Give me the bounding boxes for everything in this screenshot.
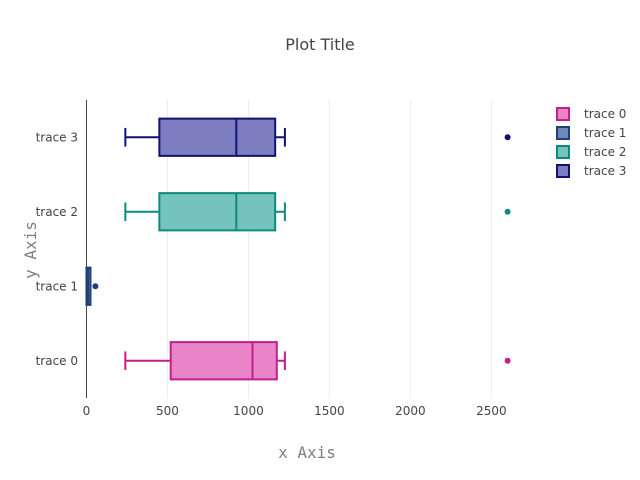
x-tick-label: 500 [156,404,179,418]
box-iqr [158,192,277,232]
x-tick-labels: 0 500 1000 1500 2000 2500 [83,404,507,418]
x-tick-label: 1000 [233,404,264,418]
outlier-point [92,283,99,290]
x-tick-label: 2500 [476,404,507,418]
box-trace-2 [124,192,511,232]
legend-label: trace 3 [584,164,626,178]
legend[interactable]: trace 0 trace 1 trace 2 trace 3 [556,107,626,178]
legend-swatch [556,107,570,121]
box-trace-3 [124,117,511,157]
legend-swatch [556,164,570,178]
x-axis-title: x Axis [278,443,336,462]
legend-item-trace-0[interactable]: trace 0 [556,107,626,121]
legend-item-trace-2[interactable]: trace 2 [556,145,626,159]
legend-label: trace 0 [584,107,626,121]
box-series-group [85,117,511,381]
y-axis-title: y Axis [21,221,40,279]
x-tick-label: 1500 [314,404,345,418]
y-tick-labels: trace 0 trace 1 trace 2 trace 3 [36,130,78,368]
legend-item-trace-3[interactable]: trace 3 [556,164,626,178]
x-tick-label: 2000 [395,404,426,418]
box-trace-1 [85,266,99,306]
legend-swatch [556,126,570,140]
y-tick-label: trace 2 [36,205,78,219]
box-iqr [169,341,278,381]
x-tick-label: 0 [83,404,91,418]
outlier-point [504,134,511,141]
box-trace-0 [124,341,511,381]
outlier-point [504,357,511,364]
outlier-point [504,208,511,215]
y-tick-label: trace 1 [36,279,78,293]
legend-label: trace 2 [584,145,626,159]
box-iqr [158,117,277,157]
legend-label: trace 1 [584,126,626,140]
legend-item-trace-1[interactable]: trace 1 [556,126,626,140]
chart-title: Plot Title [285,35,355,54]
legend-swatch [556,145,570,159]
y-tick-label: trace 3 [36,130,78,144]
y-tick-label: trace 0 [36,354,78,368]
